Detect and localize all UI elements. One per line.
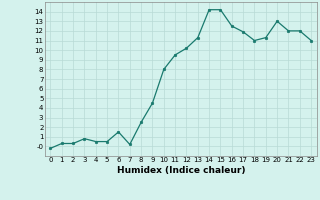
X-axis label: Humidex (Indice chaleur): Humidex (Indice chaleur): [116, 166, 245, 175]
